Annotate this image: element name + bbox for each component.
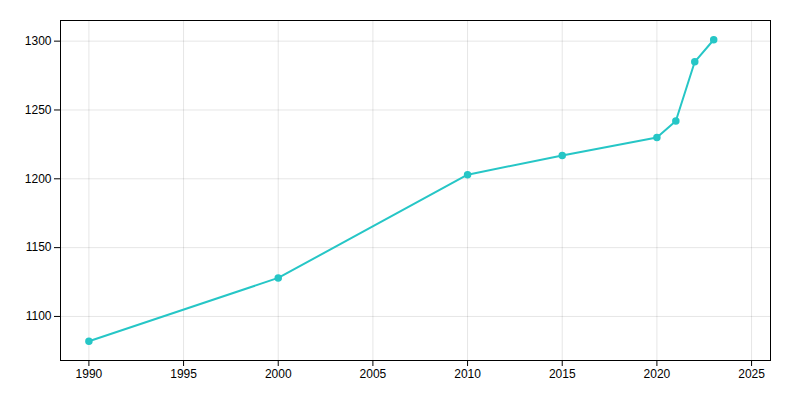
svg-text:1990: 1990 <box>76 367 103 381</box>
svg-text:1250: 1250 <box>25 103 52 117</box>
svg-text:2020: 2020 <box>644 367 671 381</box>
svg-text:2010: 2010 <box>454 367 481 381</box>
svg-text:1200: 1200 <box>25 172 52 186</box>
svg-text:2025: 2025 <box>738 367 765 381</box>
svg-text:2005: 2005 <box>360 367 387 381</box>
svg-text:1300: 1300 <box>25 34 52 48</box>
svg-text:1995: 1995 <box>170 367 197 381</box>
svg-text:1100: 1100 <box>26 309 52 323</box>
svg-text:2000: 2000 <box>265 367 292 381</box>
svg-text:2015: 2015 <box>549 367 576 381</box>
svg-text:1150: 1150 <box>26 240 52 254</box>
